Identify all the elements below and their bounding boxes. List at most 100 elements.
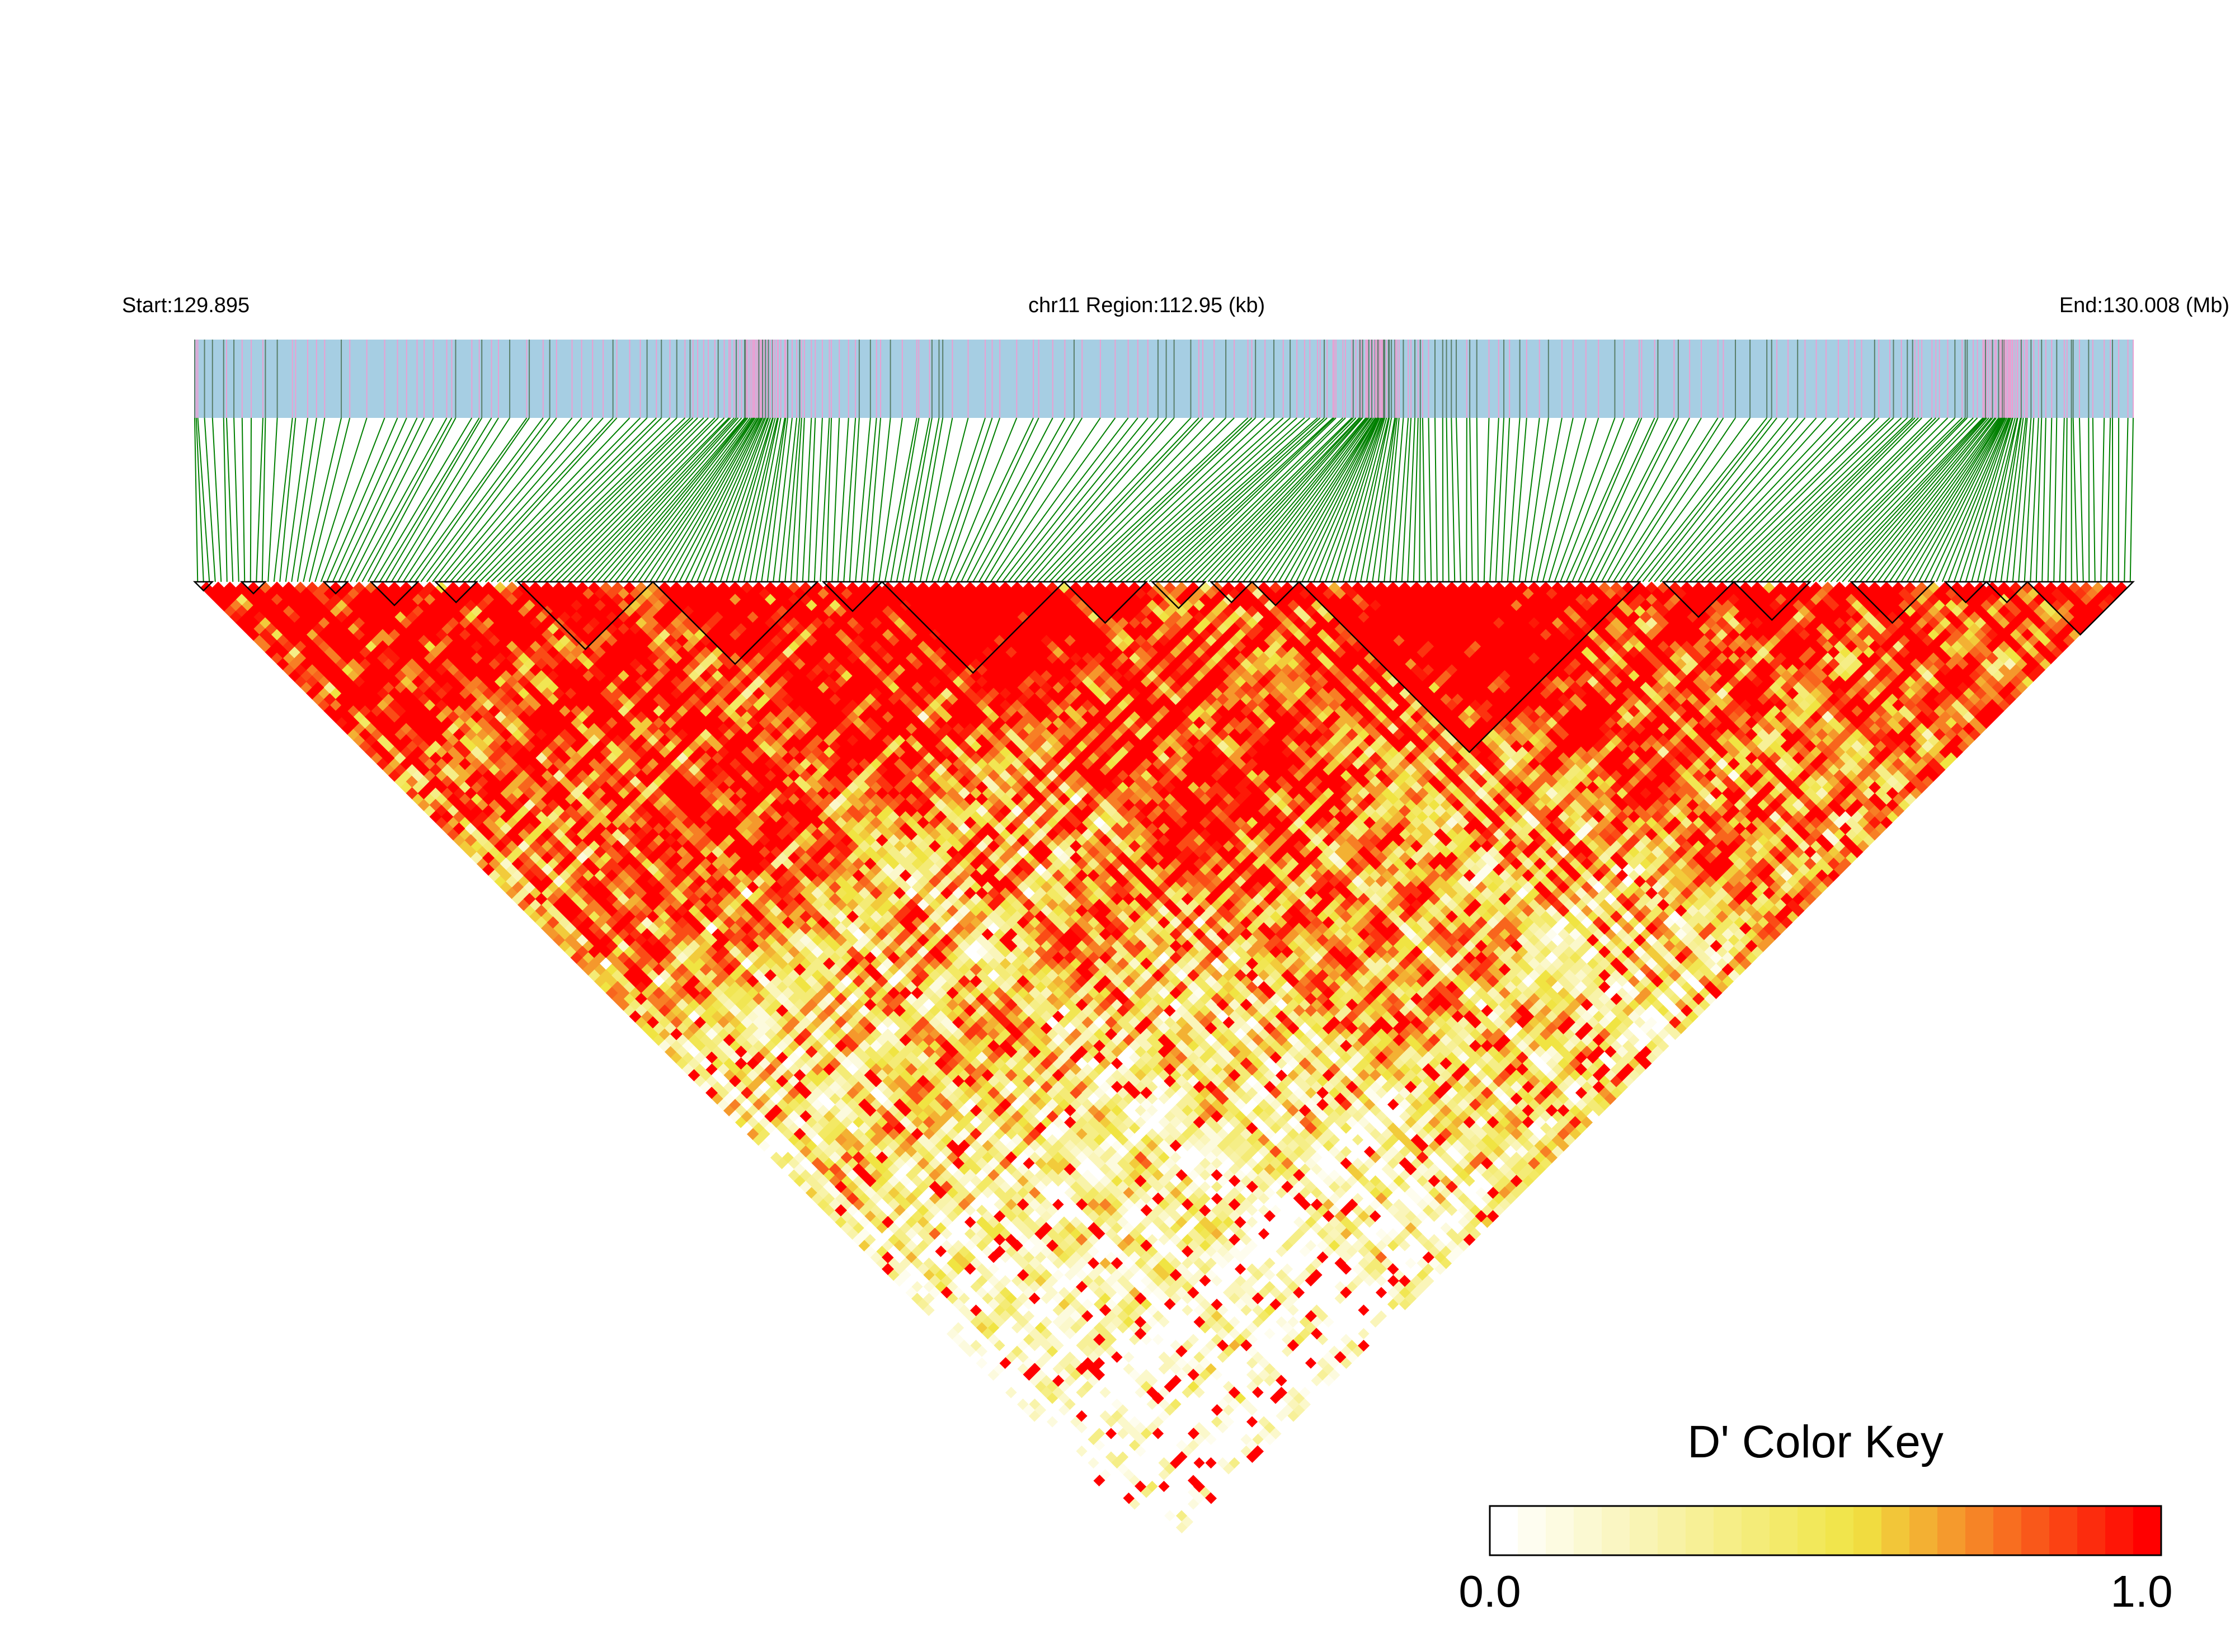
snp-connector (1395, 417, 1409, 582)
snp-connector (1236, 417, 1368, 582)
snp-connector (984, 417, 1083, 582)
color-key-step (1518, 1506, 1546, 1555)
snp-connector (556, 417, 719, 582)
color-key-step (1965, 1506, 1994, 1555)
snp-connector (1507, 417, 1521, 582)
snp-connector (978, 417, 1075, 582)
snp-connector (1759, 417, 1922, 582)
snp-connector (591, 417, 739, 582)
snp-connector (1501, 417, 1511, 582)
snp-connector (1325, 417, 1384, 582)
snp-connector (585, 417, 737, 582)
snp-connector (367, 417, 457, 582)
haplotype-block (1984, 581, 2030, 604)
snp-connector (1824, 417, 1984, 582)
snp-connector (1254, 417, 1372, 582)
snp-connector (2035, 417, 2043, 582)
snp-connector (1178, 417, 1346, 582)
snp-connector (1031, 417, 1175, 582)
snp-connector (1084, 417, 1256, 582)
snp-connector (390, 417, 492, 582)
color-key-border (1489, 1505, 2162, 1556)
region-end-label: End:130.008 (Mb) (2059, 294, 2229, 317)
snp-connector (2124, 417, 2129, 582)
snp-connector (233, 417, 239, 582)
snp-connector (462, 417, 614, 582)
snp-connector (2047, 417, 2053, 582)
haplotype-block (1062, 581, 1149, 624)
snp-connector (1795, 417, 1963, 582)
snp-connector (223, 417, 228, 582)
snp-connector (1483, 417, 1490, 582)
snp-connector (314, 417, 368, 582)
snp-connector (1724, 417, 1894, 582)
snp-connector (2053, 417, 2058, 582)
snp-connector (737, 417, 778, 582)
snp-connector (966, 417, 1053, 582)
snp-connector (1456, 417, 1461, 582)
haplotype-block (1297, 581, 1642, 754)
snp-connector (1612, 417, 1719, 582)
snp-connector (672, 417, 761, 582)
snp-connector (690, 417, 765, 582)
snp-connector (872, 417, 891, 582)
snp-connector (743, 417, 779, 582)
snp-connector (2006, 417, 2027, 582)
snp-connector (426, 417, 550, 582)
snp-connector (937, 417, 993, 582)
snp-connector (194, 417, 199, 582)
snp-connector (291, 417, 317, 582)
snp-connector (867, 417, 882, 582)
snp-connector (1337, 417, 1385, 582)
snp-connector (1601, 417, 1690, 582)
snp-connector (1419, 417, 1421, 582)
snp-connector (579, 417, 735, 582)
snp-connector (860, 417, 877, 582)
color-key-title: D' Color Key (1687, 1416, 1944, 1467)
color-key-step (1742, 1506, 1770, 1555)
snp-connector (679, 417, 763, 582)
haplotype-block (1943, 581, 1988, 604)
snp-connector (1924, 417, 2006, 582)
snp-connector (1360, 417, 1392, 582)
snp-connector (567, 417, 730, 582)
snp-connector (1654, 417, 1789, 582)
snp-connector (326, 417, 398, 582)
snp-connector (2000, 417, 2024, 582)
haplotype-block (516, 581, 655, 651)
snp-connector (332, 417, 407, 582)
snp-connector (1061, 417, 1226, 582)
snp-position-track (194, 340, 2134, 418)
snp-connector (420, 417, 544, 582)
snp-connector (538, 417, 704, 582)
snp-connector (1589, 417, 1675, 582)
haplotype-block (1150, 581, 1207, 610)
snp-connector (2092, 417, 2096, 582)
snp-connector (1988, 417, 2021, 582)
snp-connector (1789, 417, 1956, 582)
snp-connector (1554, 417, 1616, 582)
snp-connector (402, 417, 510, 582)
snp-connector (1172, 417, 1344, 582)
snp-connector (667, 417, 760, 582)
snp-connector (449, 417, 593, 582)
snp-connector (1871, 417, 1997, 582)
snp-connector (731, 417, 776, 582)
snp-connector (2030, 417, 2039, 582)
snp-connector (661, 417, 759, 582)
snp-connector (761, 417, 787, 582)
color-key-step (2133, 1506, 2162, 1555)
snp-connector (714, 417, 771, 582)
snp-connector (1434, 417, 1438, 582)
snp-connector (1413, 417, 1419, 582)
snp-connector (766, 417, 788, 582)
snp-connector (949, 417, 1018, 582)
snp-connector (1877, 417, 1999, 582)
haplotype-block (322, 581, 350, 595)
snp-connector (1777, 417, 1940, 582)
snp-connector (379, 417, 480, 582)
snp-connector (1072, 417, 1249, 582)
snp-connector (1571, 417, 1643, 582)
snp-connector (1977, 417, 2018, 582)
